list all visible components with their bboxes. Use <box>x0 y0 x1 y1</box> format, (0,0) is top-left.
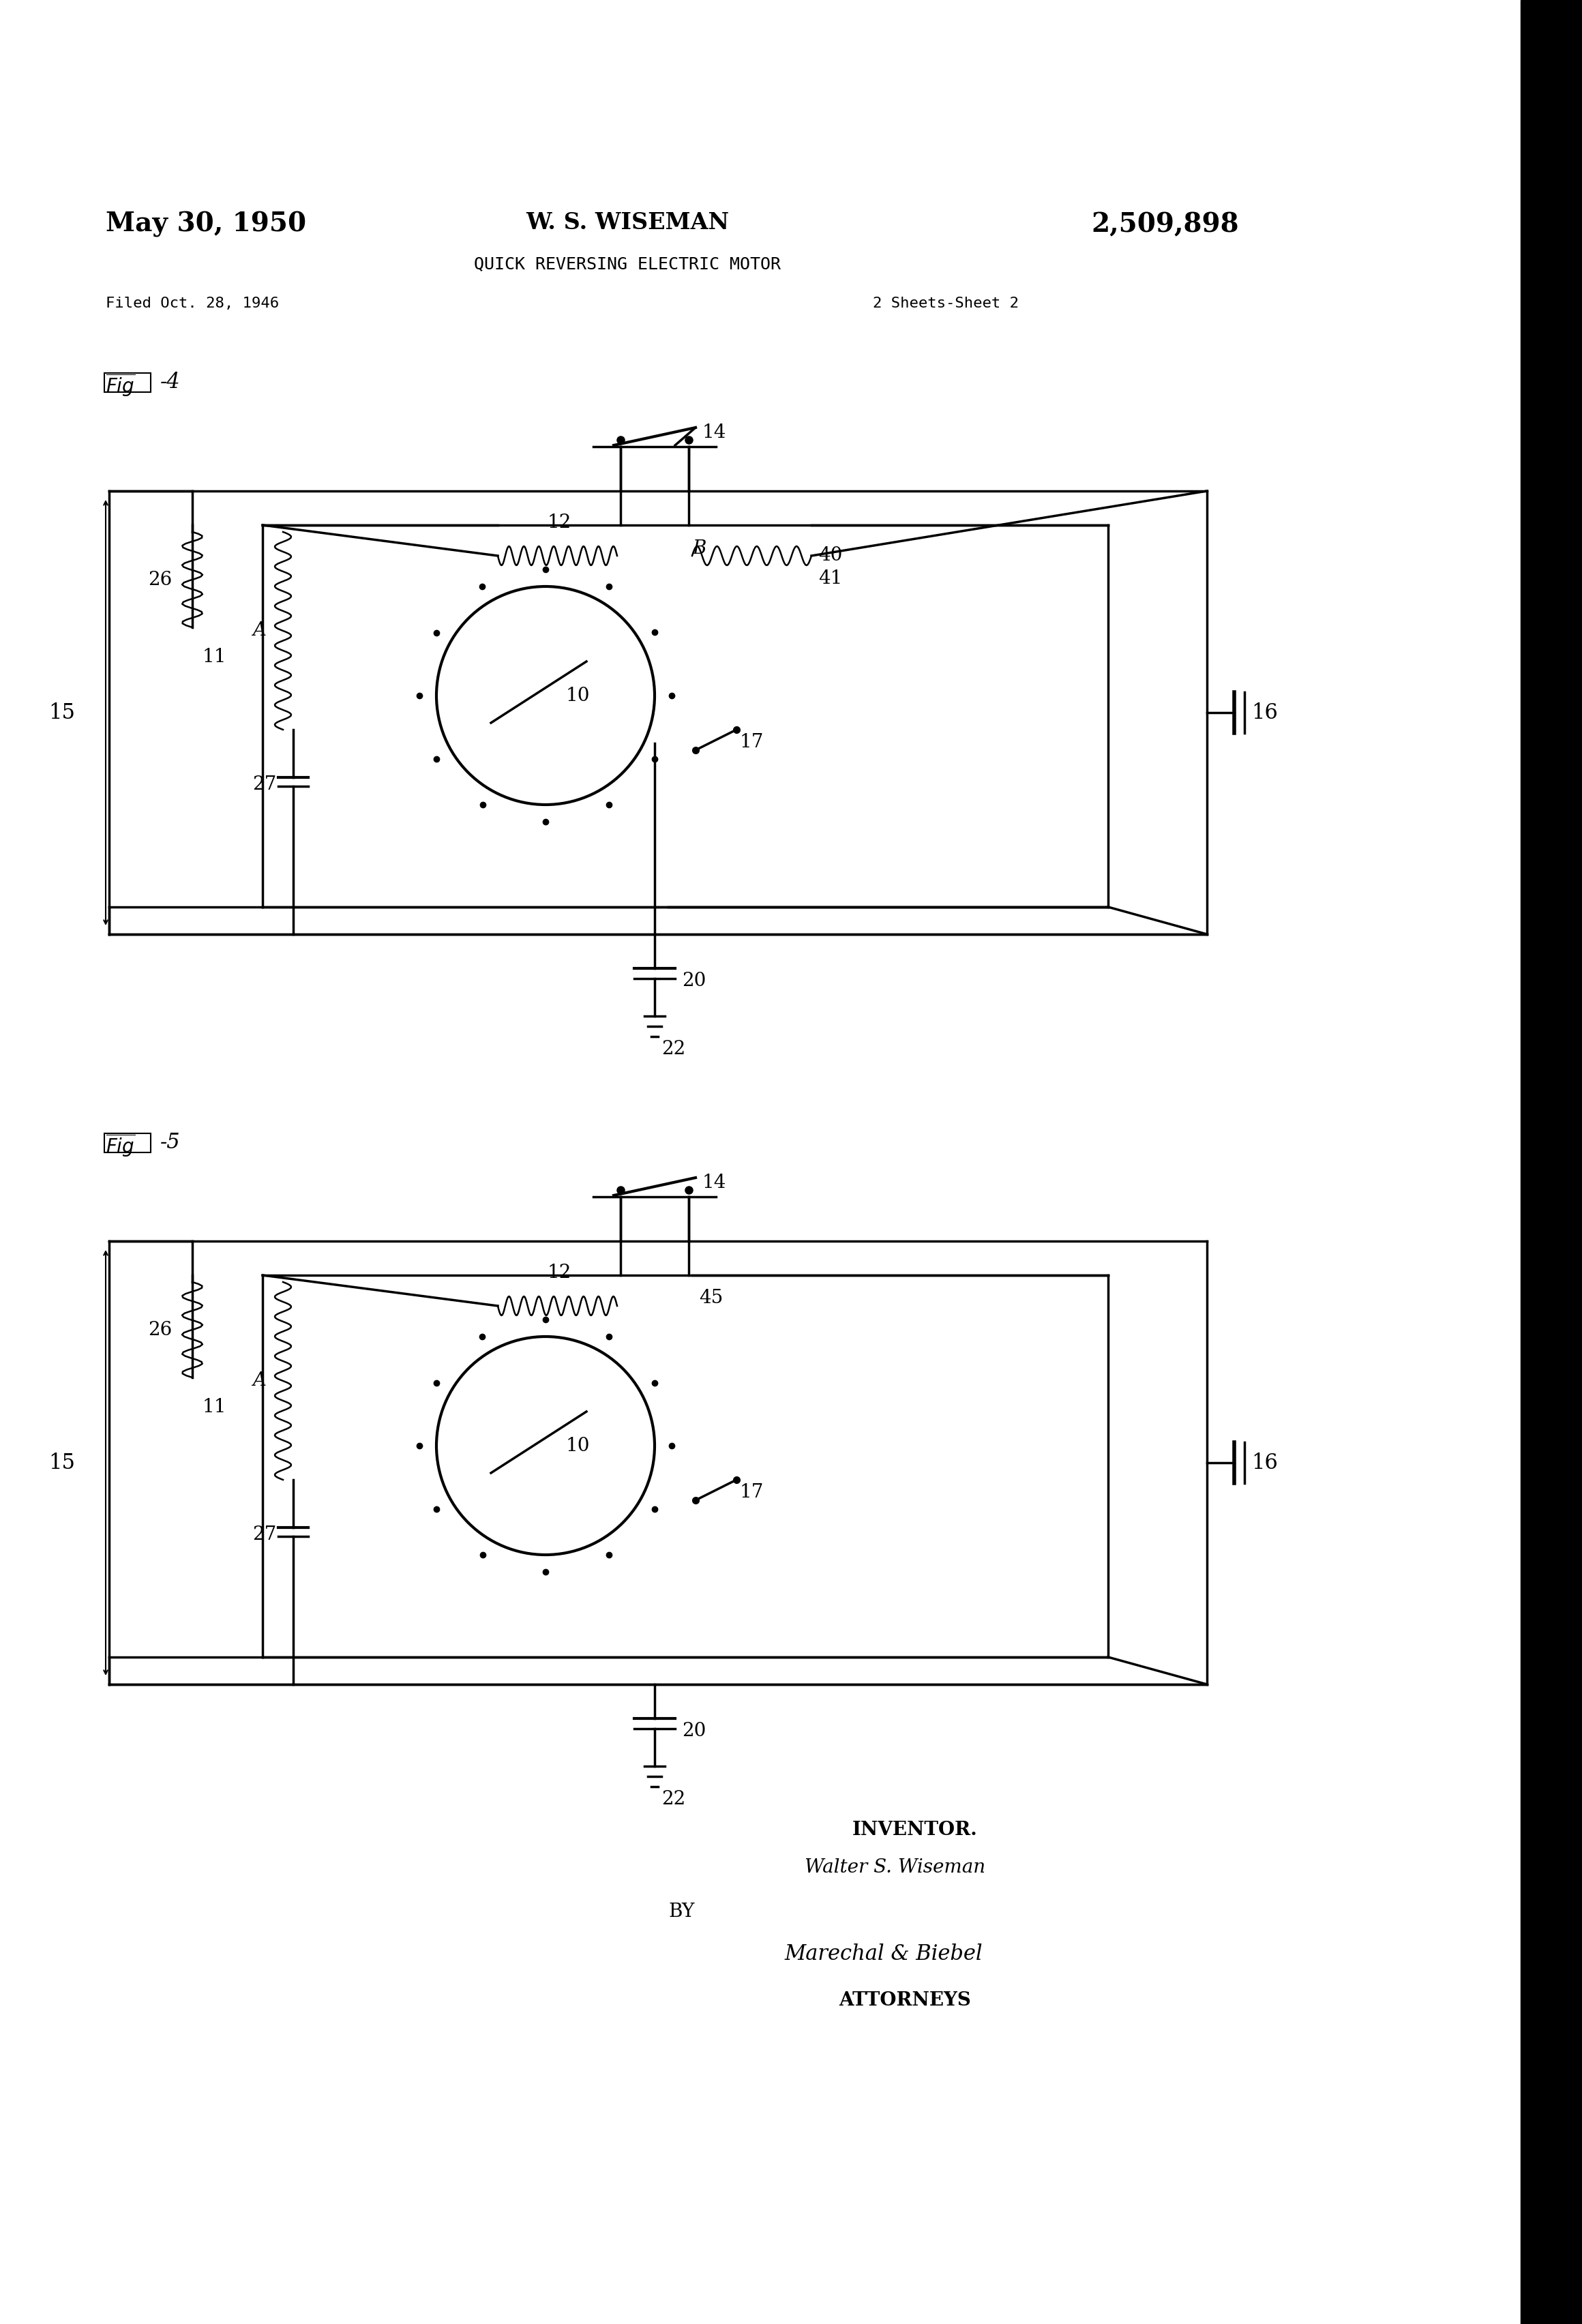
Text: 10: 10 <box>566 686 590 704</box>
Text: 2 Sheets-Sheet 2: 2 Sheets-Sheet 2 <box>873 297 1019 311</box>
Bar <box>104 1134 150 1153</box>
Text: QUICK REVERSING ELECTRIC MOTOR: QUICK REVERSING ELECTRIC MOTOR <box>475 256 782 272</box>
Text: 26: 26 <box>147 569 172 588</box>
Text: 22: 22 <box>661 1039 685 1057</box>
Text: 27: 27 <box>252 774 277 792</box>
Text: BY: BY <box>668 1903 694 1922</box>
Text: 16: 16 <box>1251 1452 1278 1473</box>
Text: INVENTOR.: INVENTOR. <box>853 1820 978 1838</box>
Text: -5: -5 <box>160 1132 180 1153</box>
Text: B: B <box>693 539 706 558</box>
Text: 17: 17 <box>740 732 764 751</box>
Text: 16: 16 <box>1251 702 1278 723</box>
Text: W. S. WISEMAN: W. S. WISEMAN <box>525 211 729 235</box>
Text: A: A <box>252 621 266 639</box>
Text: $\overline{Fig}$: $\overline{Fig}$ <box>106 372 134 397</box>
Text: Walter S. Wiseman: Walter S. Wiseman <box>805 1859 986 1878</box>
Text: Marechal & Biebel: Marechal & Biebel <box>785 1943 982 1964</box>
Text: -4: -4 <box>160 372 180 393</box>
Text: May 30, 1950: May 30, 1950 <box>106 211 307 237</box>
Text: A: A <box>252 1371 266 1390</box>
Text: Filed Oct. 28, 1946: Filed Oct. 28, 1946 <box>106 297 278 311</box>
Text: 14: 14 <box>702 423 726 442</box>
Text: 27: 27 <box>252 1525 277 1543</box>
Text: 45: 45 <box>699 1290 723 1306</box>
Text: 41: 41 <box>818 569 842 588</box>
Text: 15: 15 <box>49 702 74 723</box>
Text: 22: 22 <box>661 1789 685 1808</box>
Text: 40: 40 <box>818 546 842 565</box>
Text: 26: 26 <box>147 1320 172 1339</box>
Text: 20: 20 <box>682 971 706 990</box>
Text: 10: 10 <box>566 1436 590 1455</box>
Bar <box>1520 0 1582 2324</box>
Text: 15: 15 <box>49 1452 74 1473</box>
Text: ATTORNEYS: ATTORNEYS <box>838 1992 971 2010</box>
Bar <box>104 374 150 393</box>
Text: $\overline{Fig}$: $\overline{Fig}$ <box>106 1132 134 1157</box>
Text: 12: 12 <box>547 1264 571 1283</box>
Text: 11: 11 <box>202 1399 226 1415</box>
Text: 14: 14 <box>702 1174 726 1192</box>
Text: 20: 20 <box>682 1722 706 1741</box>
Text: 17: 17 <box>740 1483 764 1501</box>
Text: 12: 12 <box>547 514 571 532</box>
Text: 2,509,898: 2,509,898 <box>1092 211 1239 237</box>
Text: 11: 11 <box>202 648 226 667</box>
